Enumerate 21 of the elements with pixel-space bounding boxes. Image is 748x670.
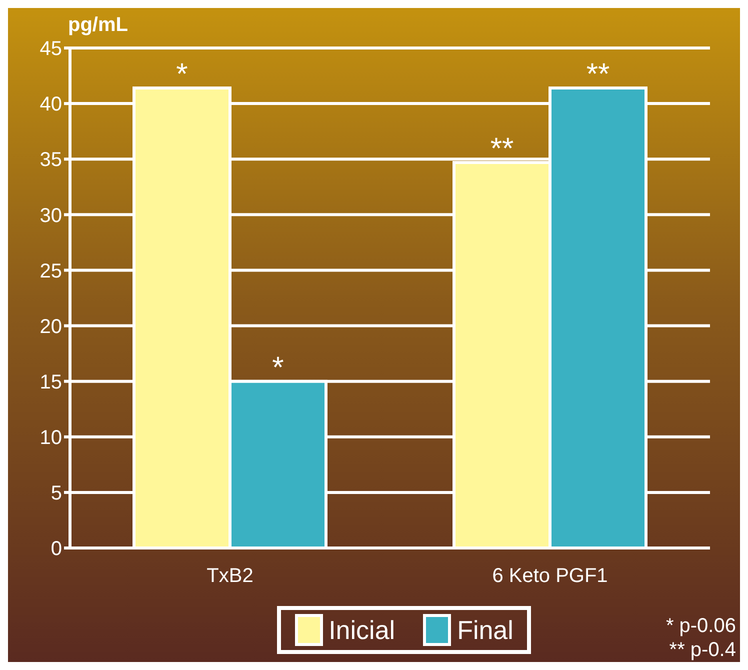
annotation: * — [272, 351, 284, 384]
annotation: ** — [586, 58, 610, 91]
annotation: * — [176, 58, 188, 91]
y-tick-label: 15 — [40, 371, 62, 394]
y-tick-label: 5 — [50, 482, 62, 505]
x-tick-label: 6 Keto PGF1 — [492, 565, 608, 588]
y-tick-label: 25 — [40, 260, 62, 282]
y-axis-title: pg/mL — [68, 14, 128, 37]
legend-label: Final — [457, 614, 514, 646]
y-tick-label: 0 — [50, 538, 62, 560]
y-tick-label: 45 — [40, 38, 62, 60]
legend-label: Inicial — [328, 614, 396, 646]
x-tick-label: TxB2 — [206, 565, 254, 588]
y-tick-label: 30 — [40, 204, 62, 227]
y-tick-label: 35 — [40, 149, 62, 172]
y-tick-label: 20 — [40, 316, 62, 338]
y-tick-label: 10 — [40, 426, 62, 449]
text: ** p-0.4 — [668, 638, 736, 662]
y-tick-label: 40 — [40, 94, 62, 116]
text: * p-0.06 — [666, 614, 736, 638]
annotation: ** — [490, 132, 514, 166]
